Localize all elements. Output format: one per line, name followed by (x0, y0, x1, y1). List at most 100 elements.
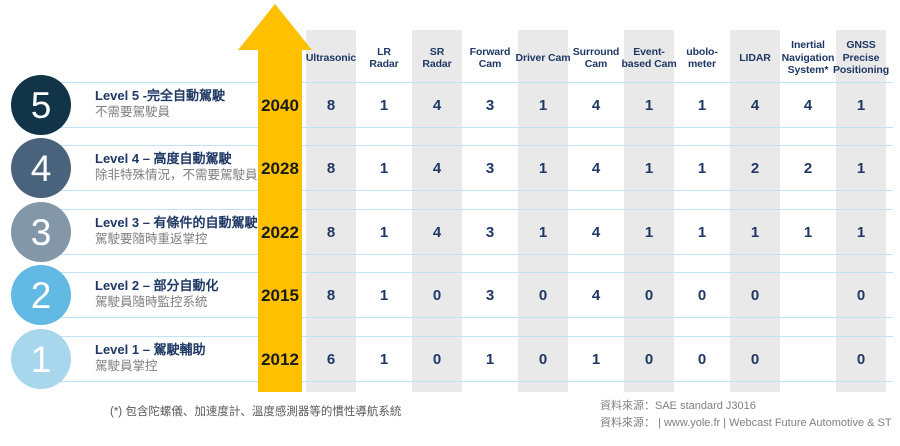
column-band (624, 30, 674, 392)
sensor-count-cell: 1 (750, 224, 760, 241)
sensor-count-cell: 0 (856, 287, 866, 304)
sensor-count-cell: 0 (538, 351, 548, 368)
year-cell: 2015 (261, 286, 299, 305)
sensor-count-cell: 1 (379, 287, 389, 304)
arrow-shape (238, 4, 312, 392)
sensor-count-cell: 1 (697, 160, 707, 177)
sensor-count-cell: 1 (856, 224, 866, 241)
sensor-count-cell: 1 (644, 224, 654, 241)
sensor-count-cell: 8 (326, 97, 336, 114)
sensor-count-cell: 4 (591, 97, 601, 114)
source-block: 資料來源：SAE standard J3016 資料來源： | www.yole… (600, 398, 892, 431)
sensor-count-cell: 1 (644, 97, 654, 114)
sensor-count-cell: 1 (379, 351, 389, 368)
sensor-count-cell: 4 (432, 97, 442, 114)
year-cell: 2040 (261, 96, 299, 115)
level-subtitle: 駕駛要隨時重返掌控 (95, 232, 208, 246)
sensor-count-cell: 1 (379, 224, 389, 241)
source-line-1: 資料來源：SAE standard J3016 (600, 400, 756, 412)
sensor-count-cell: 4 (432, 224, 442, 241)
sensor-count-cell: 1 (485, 351, 495, 368)
sensor-count-cell: 0 (644, 351, 654, 368)
column-header: GNSS Precise Positioning (832, 39, 890, 77)
sensor-count-cell: 1 (538, 160, 548, 177)
sensor-count-cell: 0 (750, 287, 760, 304)
sensor-count-cell: 8 (326, 160, 336, 177)
sensor-count-cell: 3 (485, 224, 495, 241)
level-circle: 1 (11, 329, 71, 389)
level-circle: 5 (11, 75, 71, 135)
sensor-count-cell: 0 (750, 351, 760, 368)
level-subtitle: 除非特殊情況，不需要駕駛員 (95, 168, 258, 182)
sensor-count-cell: 1 (591, 351, 601, 368)
level-subtitle: 駕駛員隨時監控系統 (95, 295, 208, 309)
level-circle: 4 (11, 138, 71, 198)
column-band (306, 30, 356, 392)
row-separator (30, 145, 893, 191)
level-title: Level 2 – 部分自動化 (95, 278, 219, 293)
level-circle: 2 (11, 265, 71, 325)
level-circle: 3 (11, 202, 71, 262)
sensor-count-cell: 0 (644, 287, 654, 304)
level-description: Level 5 -完全自動駕駛 不需要駕駛員 (95, 88, 305, 121)
sensor-count-cell: 1 (379, 97, 389, 114)
sensor-count-cell: 1 (538, 224, 548, 241)
sensor-count-cell: 0 (856, 351, 866, 368)
column-header: Forward Cam (469, 45, 511, 70)
sensor-count-cell: 4 (591, 287, 601, 304)
sensor-count-cell: 1 (697, 224, 707, 241)
level-title: Level 5 -完全自動駕駛 (95, 88, 226, 103)
sensor-count-cell: 0 (697, 287, 707, 304)
sensor-count-cell: 1 (644, 160, 654, 177)
level-description: Level 4 – 高度自動駕駛除非特殊情況，不需要駕駛員 (95, 151, 305, 184)
sensor-count-cell: 1 (538, 97, 548, 114)
sensor-count-cell: 4 (803, 97, 813, 114)
row-separator (30, 336, 893, 382)
column-band (836, 30, 886, 392)
sensor-count-cell: 4 (750, 97, 760, 114)
column-header: Event- based Cam (621, 45, 677, 70)
sensor-count-cell: 0 (538, 287, 548, 304)
sensor-count-cell: 1 (856, 160, 866, 177)
sensor-count-cell: 2 (750, 160, 760, 177)
sensor-count-cell: 3 (485, 97, 495, 114)
sensor-count-cell: 1 (803, 224, 813, 241)
sensor-count-cell: 8 (326, 224, 336, 241)
row-separator (30, 82, 893, 128)
column-header: LR Radar (369, 45, 399, 70)
sensor-count-cell: 8 (326, 287, 336, 304)
level-subtitle: 不需要駕駛員 (95, 105, 171, 119)
sensor-count-cell: 1 (697, 97, 707, 114)
timeline-up-arrow (238, 4, 312, 392)
column-band (730, 30, 780, 392)
year-cell: 2028 (261, 159, 299, 178)
column-header: SR Radar (422, 45, 452, 70)
column-header: ubolo- meter (686, 45, 718, 70)
column-band (412, 30, 462, 392)
sensor-count-cell: 4 (591, 224, 601, 241)
footnote: (*) 包含陀螺儀、加速度計、溫度感測器等的慣性導航系統 (110, 406, 402, 418)
level-description: Level 3 – 有條件的自動駕駛 駕駛要隨時重返掌控 (95, 215, 305, 248)
sensor-count-cell: 6 (326, 351, 336, 368)
sensor-count-cell: 4 (432, 160, 442, 177)
column-header: Driver Cam (515, 51, 571, 64)
sensor-count-cell: 2 (803, 160, 813, 177)
year-cell: 2022 (261, 223, 299, 242)
sensor-count-cell: 1 (379, 160, 389, 177)
sensor-count-cell: 1 (856, 97, 866, 114)
column-header: LIDAR (739, 51, 771, 64)
row-separator (30, 272, 893, 318)
sensor-count-cell: 3 (485, 287, 495, 304)
year-cell: 2012 (261, 350, 299, 369)
level-title: Level 3 – 有條件的自動駕駛 (95, 215, 258, 230)
level-description: Level 1 – 駕駛輔助 駕駛員掌控 (95, 342, 305, 375)
sensor-count-cell: 3 (485, 160, 495, 177)
row-separator (30, 209, 893, 255)
column-band (518, 30, 568, 392)
level-title: Level 4 – 高度自動駕駛 (95, 151, 232, 166)
sensor-count-cell: 0 (432, 287, 442, 304)
level-description: Level 2 – 部分自動化 駕駛員隨時監控系統 (95, 278, 305, 311)
sensor-count-cell: 0 (432, 351, 442, 368)
sensor-count-cell: 4 (591, 160, 601, 177)
